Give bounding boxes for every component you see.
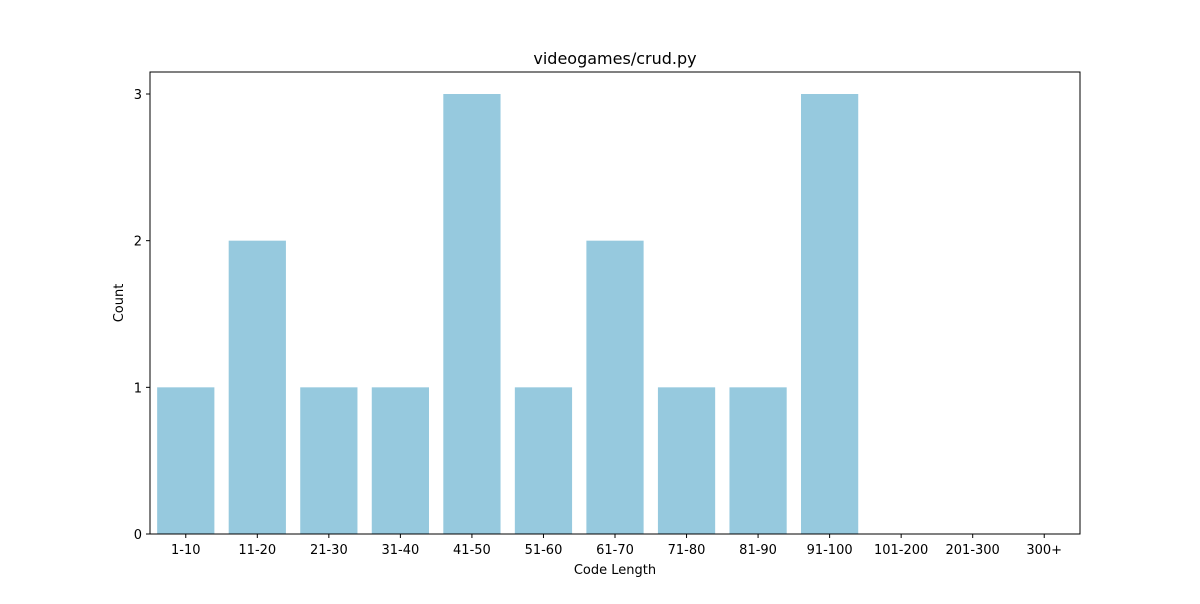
y-tick-label: 0: [134, 528, 142, 543]
bar-1-10: [157, 387, 215, 534]
x-tick-label: 21-30: [310, 543, 348, 558]
y-tick-label: 3: [134, 88, 142, 103]
bar-81-90: [729, 387, 787, 534]
bars-layer: [157, 94, 859, 534]
bar-51-60: [514, 387, 573, 534]
x-tick-label: 61-70: [596, 543, 634, 558]
x-axis-label: Code Length: [574, 563, 656, 578]
x-tick-label: 81-90: [739, 543, 777, 558]
x-tick-label: 201-300: [946, 543, 1000, 558]
bar-61-70: [586, 240, 644, 534]
plot-frame: [149, 71, 1081, 535]
bar-31-40: [371, 387, 429, 534]
bar-41-50: [443, 94, 501, 534]
bar-21-30: [300, 387, 358, 534]
x-tick-label: 31-40: [381, 543, 419, 558]
y-axis-label: Count: [112, 284, 127, 323]
y-ticks-layer: 0 1 2 3: [134, 88, 150, 543]
x-tick-label: 11-20: [238, 543, 276, 558]
x-tick-label: 91-100: [807, 543, 853, 558]
x-tick-label: 101-200: [874, 543, 928, 558]
bar-11-20: [228, 240, 286, 534]
y-tick-label: 2: [134, 235, 142, 250]
bar-91-100: [801, 94, 859, 534]
x-tick-label: 41-50: [453, 543, 491, 558]
x-ticks-layer: 1-10 11-20 21-30 31-40 41-50 51-60 61-70 71-80 8…: [171, 534, 1062, 558]
y-tick-label: 1: [134, 381, 142, 396]
x-tick-label: 71-80: [668, 543, 706, 558]
bar-71-80: [657, 387, 716, 534]
x-tick-label: 1-10: [171, 543, 201, 558]
chart-title: videogames/crud.py: [533, 49, 696, 68]
x-tick-label: 51-60: [525, 543, 563, 558]
x-tick-label: 300+: [1026, 543, 1062, 558]
